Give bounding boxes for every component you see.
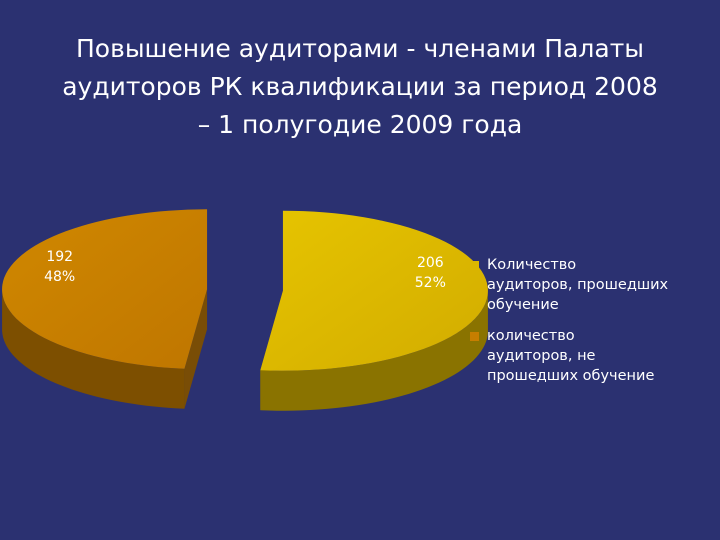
pie-slice-side-2: [2, 287, 185, 409]
pie-slice-2: [2, 209, 208, 409]
legend-label-2: количество аудиторов, не прошедших обуче…: [487, 328, 655, 384]
legend-swatch-2: [470, 332, 479, 341]
legend-item-2: количество аудиторов, не прошедших обуче…: [470, 326, 710, 386]
chart-legend: Количество аудиторов, прошедших обучение…: [470, 255, 710, 397]
title-line-1: Повышение аудиторами - членами Палаты: [75, 34, 645, 63]
legend-swatch-1: [470, 261, 479, 270]
title-line-2: аудиторов РК квалификации за период 2008: [62, 72, 658, 101]
pie-slice-top-1: [260, 210, 488, 371]
data-label-percent-1: 52%: [415, 275, 446, 291]
data-label-percent-2: 48%: [44, 269, 75, 285]
data-label-value-2: 192: [46, 249, 73, 265]
pie-slice-side-1: [260, 291, 488, 411]
legend-label-1: Количество аудиторов, прошедших обучение: [487, 257, 669, 313]
data-label-value-1: 206: [417, 255, 444, 271]
pie-slice-1: [260, 210, 488, 411]
legend-item-1: Количество аудиторов, прошедших обучение: [470, 255, 710, 315]
title-line-3: – 1 полугодие 2009 года: [197, 110, 523, 139]
pie-slice-cut-2-1: [184, 289, 208, 409]
pie-slice-top-2: [2, 209, 208, 369]
page-title: Повышение аудиторами - членами Палаты ау…: [30, 30, 690, 144]
